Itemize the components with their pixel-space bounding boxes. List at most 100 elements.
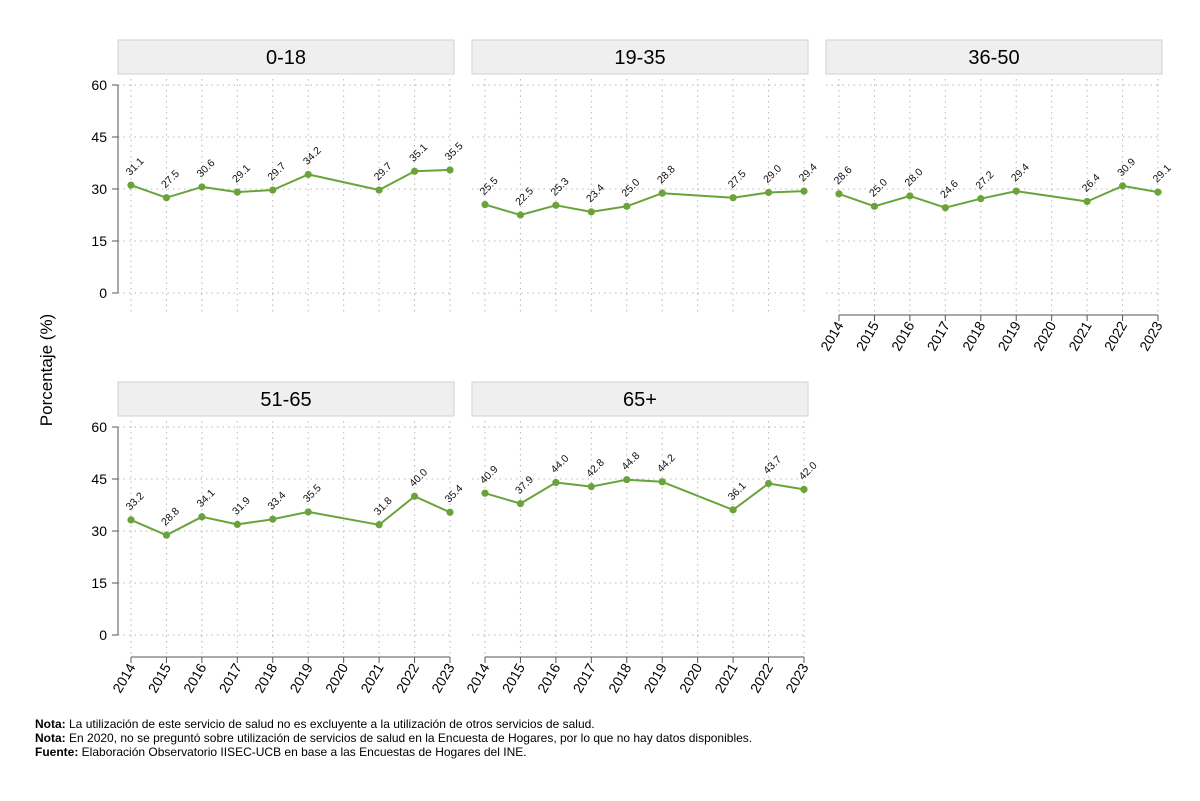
panel-title: 65+ [623, 389, 657, 411]
x-tick-label: 2021 [357, 660, 387, 695]
data-point [623, 476, 631, 484]
data-label: 27.5 [159, 168, 182, 191]
x-tick-label: 2019 [640, 660, 670, 695]
data-label: 26.4 [1080, 172, 1103, 195]
data-point [552, 201, 560, 209]
panel-title: 36-50 [968, 47, 1019, 69]
x-tick-label: 2017 [569, 660, 599, 695]
data-point [729, 506, 737, 514]
data-point [375, 186, 383, 194]
data-point [800, 485, 808, 493]
data-point [410, 492, 419, 500]
x-tick-label: 2016 [888, 318, 918, 353]
panel-header-36-50 [825, 39, 1163, 75]
data-label: 28.0 [903, 166, 926, 189]
data-label: 35.5 [443, 140, 466, 163]
x-tick-label: 2018 [605, 660, 635, 695]
x-tick-label: 2018 [251, 660, 281, 695]
data-label: 34.2 [301, 145, 324, 168]
data-point [729, 194, 737, 202]
data-point [233, 188, 241, 196]
data-point [658, 478, 666, 486]
x-tick-label: 2016 [180, 660, 210, 695]
data-label: 33.2 [124, 490, 147, 513]
data-label: 36.1 [726, 480, 749, 503]
data-label: 25.0 [619, 176, 642, 199]
y-tick-label: 30 [91, 523, 107, 539]
x-tick-label: 2018 [959, 318, 989, 353]
data-point [870, 202, 879, 210]
notes: Nota: La utilización de este servicio de… [35, 717, 752, 759]
y-tick-label: 0 [99, 627, 107, 643]
x-tick-label: 2014 [463, 660, 493, 695]
note-2: Nota: En 2020, no se preguntó sobre util… [35, 731, 753, 745]
data-point [304, 170, 312, 179]
x-tick-label: 2021 [711, 660, 741, 695]
data-label: 29.1 [230, 162, 253, 185]
data-label: 29.7 [372, 160, 395, 183]
data-point [623, 202, 631, 210]
y-tick-label: 60 [91, 77, 107, 93]
source-note: Fuente: Elaboración Observatorio IISEC-U… [35, 745, 527, 759]
x-tick-label: 2019 [286, 660, 316, 695]
data-point [1118, 182, 1127, 190]
x-tick-label: 2014 [109, 660, 139, 695]
data-label: 30.6 [195, 157, 218, 180]
x-tick-label: 2023 [782, 660, 812, 695]
data-point [198, 513, 206, 521]
data-point [481, 201, 489, 209]
data-label: 25.0 [867, 176, 890, 199]
panel-title: 0-18 [266, 47, 306, 69]
data-point [764, 188, 773, 197]
x-tick-label: 2014 [817, 318, 847, 353]
panel-title: 19-35 [614, 47, 665, 69]
data-label: 28.8 [655, 163, 678, 186]
data-label: 35.1 [407, 141, 430, 164]
data-label: 23.4 [584, 182, 607, 205]
panel-header-0-18 [117, 39, 455, 75]
data-point [941, 204, 949, 212]
data-point [906, 192, 914, 200]
data-label: 28.8 [159, 505, 182, 528]
data-label: 44.2 [655, 452, 678, 475]
x-tick-label: 2016 [534, 660, 564, 695]
data-label: 27.5 [726, 168, 749, 191]
x-tick-label: 2015 [499, 660, 529, 695]
data-point [1083, 197, 1091, 206]
panel-title: 51-65 [260, 389, 311, 411]
data-point [835, 190, 843, 198]
data-label: 25.3 [549, 175, 572, 198]
y-tick-label: 45 [91, 129, 107, 145]
data-label: 42.8 [584, 457, 607, 480]
x-tick-label: 2021 [1065, 318, 1095, 353]
x-tick-label: 2023 [1136, 318, 1166, 353]
x-tick-label: 2023 [428, 660, 458, 695]
x-tick-label: 2017 [215, 660, 245, 695]
data-label: 24.6 [938, 178, 961, 201]
data-point [446, 508, 454, 516]
data-label: 34.1 [195, 487, 218, 510]
x-tick-label: 2015 [145, 660, 175, 695]
data-point [410, 167, 419, 175]
y-tick-label: 30 [91, 181, 107, 197]
x-tick-label: 2019 [994, 318, 1024, 353]
panel-header-65+ [471, 381, 809, 417]
data-label: 33.4 [265, 489, 288, 512]
data-label: 29.4 [797, 161, 820, 184]
data-label: 31.1 [124, 155, 147, 178]
data-point [516, 500, 525, 508]
data-point [587, 208, 595, 216]
data-label: 28.6 [832, 164, 855, 187]
data-point [481, 489, 489, 497]
data-point [800, 187, 808, 195]
data-label: 40.9 [478, 463, 501, 486]
y-tick-label: 15 [91, 233, 107, 249]
x-tick-label: 2020 [1030, 318, 1060, 353]
data-point [198, 183, 206, 191]
data-label: 44.0 [549, 453, 572, 476]
data-point [552, 478, 560, 487]
data-label: 35.5 [301, 482, 324, 505]
data-point [127, 181, 135, 189]
note-1: Nota: La utilización de este servicio de… [35, 717, 595, 731]
data-point [446, 166, 454, 174]
